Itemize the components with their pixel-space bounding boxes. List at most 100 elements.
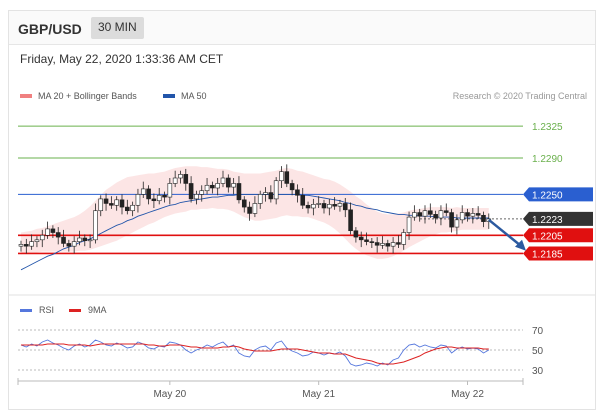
candle-body <box>135 194 141 206</box>
candle <box>140 181 146 198</box>
candle <box>231 178 236 195</box>
candle-body <box>305 204 311 209</box>
candle <box>348 202 353 235</box>
candle-body <box>252 203 258 214</box>
candle-body <box>401 232 407 245</box>
candle <box>24 238 29 254</box>
candle <box>316 196 321 208</box>
candle-body <box>215 183 220 189</box>
price-legend: MA 20 + Bollinger Bands MA 50 Research ©… <box>20 91 587 101</box>
candle <box>390 237 396 254</box>
candle-body <box>140 188 146 195</box>
candle-body <box>34 239 40 242</box>
candle <box>443 203 449 217</box>
candle <box>194 190 199 205</box>
candle-body <box>369 241 375 243</box>
candle <box>45 221 50 239</box>
candle-body <box>247 206 252 214</box>
legend-label-ma50: MA 50 <box>181 91 207 101</box>
candle <box>475 206 481 219</box>
interval-button[interactable]: 30 MIN <box>91 17 144 39</box>
candle-body <box>66 243 72 247</box>
rsi-level-label-70: 70 <box>532 326 544 337</box>
timestamp-label: Friday, May 22, 2020 1:33:36 AM CET <box>20 52 224 66</box>
candle <box>39 229 45 248</box>
candle <box>82 234 88 247</box>
candle-body <box>151 198 157 202</box>
candle-body <box>183 174 189 184</box>
candle-body <box>342 203 348 211</box>
candle-body <box>55 232 61 238</box>
candle-body <box>284 171 290 184</box>
candle <box>268 185 274 203</box>
forecast-arrow-shaft <box>488 218 523 248</box>
candle <box>98 195 104 217</box>
candle-body <box>311 204 316 209</box>
candle <box>125 199 130 215</box>
candle-body <box>93 210 98 241</box>
level-tag-pivot <box>523 187 593 202</box>
candle-body <box>61 236 66 244</box>
candle <box>130 201 135 217</box>
candle-body <box>449 212 454 228</box>
ma9-line <box>21 343 489 365</box>
candle <box>87 234 93 248</box>
candle-body <box>50 228 56 233</box>
candle <box>364 232 369 246</box>
rsi-legend: RSI 9MA <box>20 305 107 315</box>
candle-body <box>114 199 119 206</box>
legend-swatch-rsi <box>20 309 32 312</box>
legend-swatch-bollinger <box>20 94 32 98</box>
candle <box>465 208 470 222</box>
candle-body <box>454 219 460 228</box>
symbol-label: GBP/USD <box>18 21 82 37</box>
level-label-current-price: 1.2223 <box>532 215 563 226</box>
candle <box>401 228 407 250</box>
candle-body <box>178 174 183 179</box>
forecast-arrow-head <box>515 239 526 251</box>
candle <box>119 194 125 215</box>
candle-body <box>475 213 481 216</box>
candle-body <box>358 236 364 241</box>
candle <box>114 196 119 211</box>
level-label-support-2: 1.2185 <box>532 249 563 260</box>
candle <box>284 164 290 188</box>
candle <box>358 231 364 248</box>
candle <box>71 236 77 254</box>
x-tick-label: May 22 <box>451 389 484 400</box>
candle-body <box>348 209 353 232</box>
candle-body <box>82 237 88 242</box>
chart-header: GBP/USD 30 MIN <box>9 11 595 45</box>
candle-body <box>77 237 82 242</box>
legend-swatch-9ma <box>69 309 81 312</box>
candle-body <box>417 212 422 217</box>
candle-body <box>226 177 231 188</box>
candle-body <box>231 183 236 188</box>
candle-body <box>87 239 93 242</box>
candle-body <box>327 204 332 209</box>
candle <box>406 211 412 240</box>
candle-body <box>428 210 433 215</box>
candle <box>438 205 444 226</box>
legend-label-9ma: 9MA <box>88 305 107 315</box>
legend-swatch-ma50 <box>163 94 175 98</box>
candle-body <box>24 244 29 247</box>
candle <box>428 203 433 218</box>
candle <box>252 196 258 218</box>
candle-body <box>481 214 486 222</box>
x-axis: May 20 May 21 May 22 <box>17 378 524 400</box>
candle-body <box>167 183 173 198</box>
candle <box>449 208 454 233</box>
candle <box>342 198 348 218</box>
candle-body <box>188 183 194 200</box>
candle <box>332 197 337 210</box>
rsi-panel: 70 50 30 <box>18 326 544 377</box>
level-label-resistance-2: 1.2325 <box>532 122 563 133</box>
candle <box>273 177 279 205</box>
candle <box>236 176 242 204</box>
candle <box>109 196 114 209</box>
candle-body <box>220 177 226 184</box>
credit-label: Research © 2020 Trading Central <box>453 91 587 101</box>
candle-body <box>263 192 268 195</box>
level-tag-support-1 <box>523 228 593 243</box>
